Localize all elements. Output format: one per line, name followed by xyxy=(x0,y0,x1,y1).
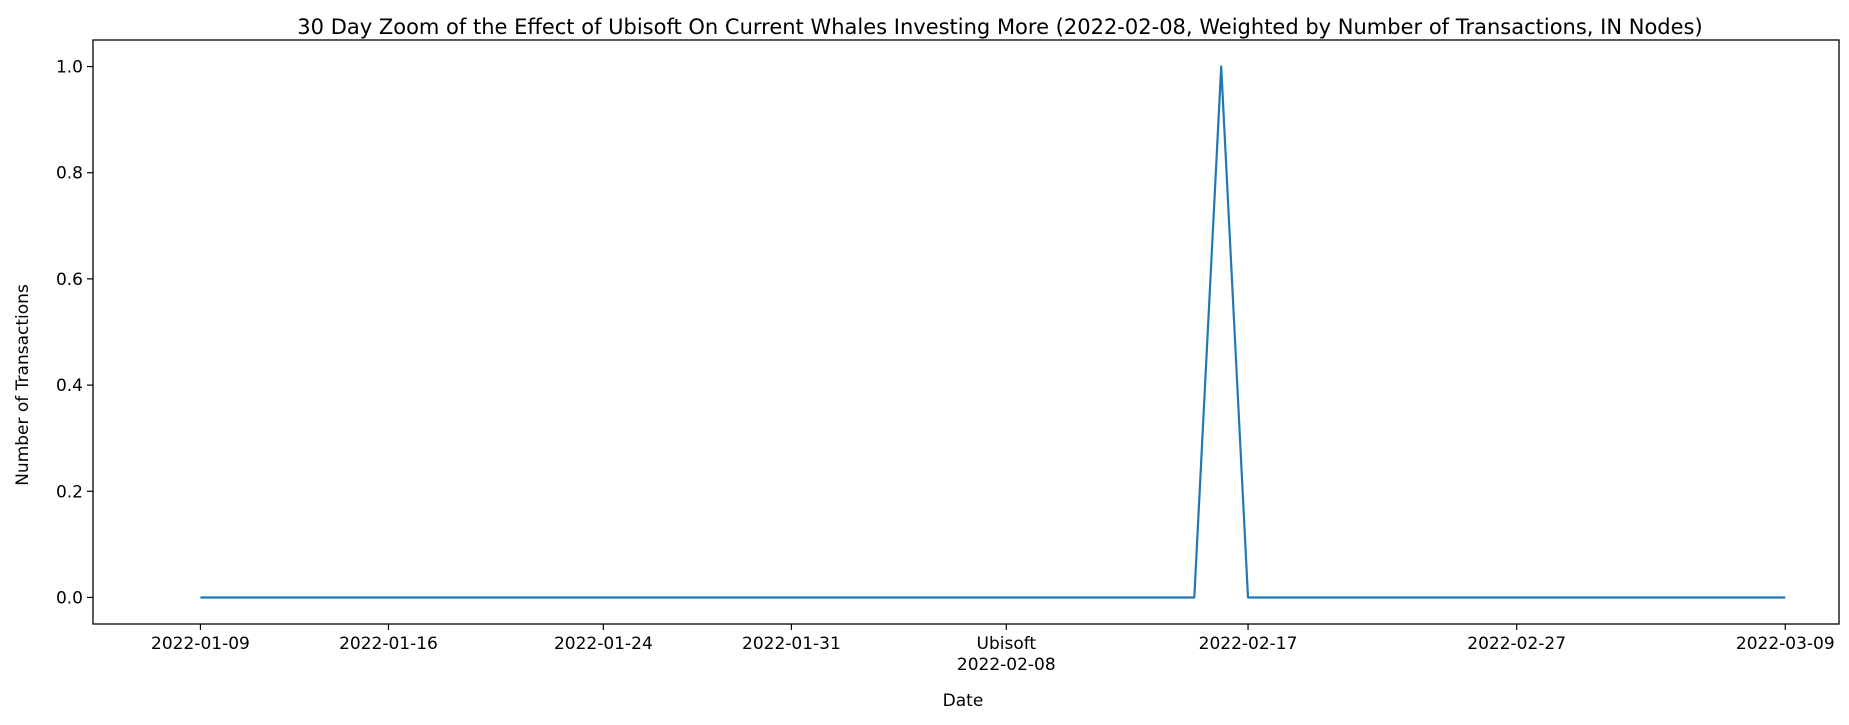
y-tick-label: 0.6 xyxy=(56,270,83,290)
series-layer xyxy=(200,65,1786,599)
x-tick-label: 2022-02-27 xyxy=(1467,634,1566,654)
y-tick-label: 0.4 xyxy=(56,376,83,396)
chart-title: 30 Day Zoom of the Effect of Ubisoft On … xyxy=(297,15,1702,39)
x-tick-label: 2022-01-16 xyxy=(339,634,438,654)
x-tick-label: 2022-03-09 xyxy=(1736,634,1835,654)
y-tick-label: 1.0 xyxy=(56,58,83,78)
y-axis: 0.0 0.2 0.4 0.6 0.8 1.0 xyxy=(56,58,93,608)
series-line-0 xyxy=(200,65,1786,599)
x-axis-label: Date xyxy=(943,691,984,711)
y-tick-label: 0.0 xyxy=(56,588,83,608)
x-tick-sublabel: 2022-02-08 xyxy=(957,655,1056,675)
x-tick-label: Ubisoft xyxy=(977,634,1037,654)
x-axis: 2022-01-09 2022-01-16 2022-01-24 2022-01-31… xyxy=(151,624,1835,675)
x-tick-label: 2022-01-31 xyxy=(742,634,841,654)
plot-frame xyxy=(92,39,1840,625)
y-tick-label: 0.8 xyxy=(56,164,83,184)
x-tick-label: 2022-02-17 xyxy=(1199,634,1298,654)
y-tick-label: 0.2 xyxy=(56,482,83,502)
y-axis-label: Number of Transactions xyxy=(13,284,33,486)
x-tick-label: 2022-01-09 xyxy=(151,634,250,654)
x-tick-label: 2022-01-24 xyxy=(554,634,653,654)
